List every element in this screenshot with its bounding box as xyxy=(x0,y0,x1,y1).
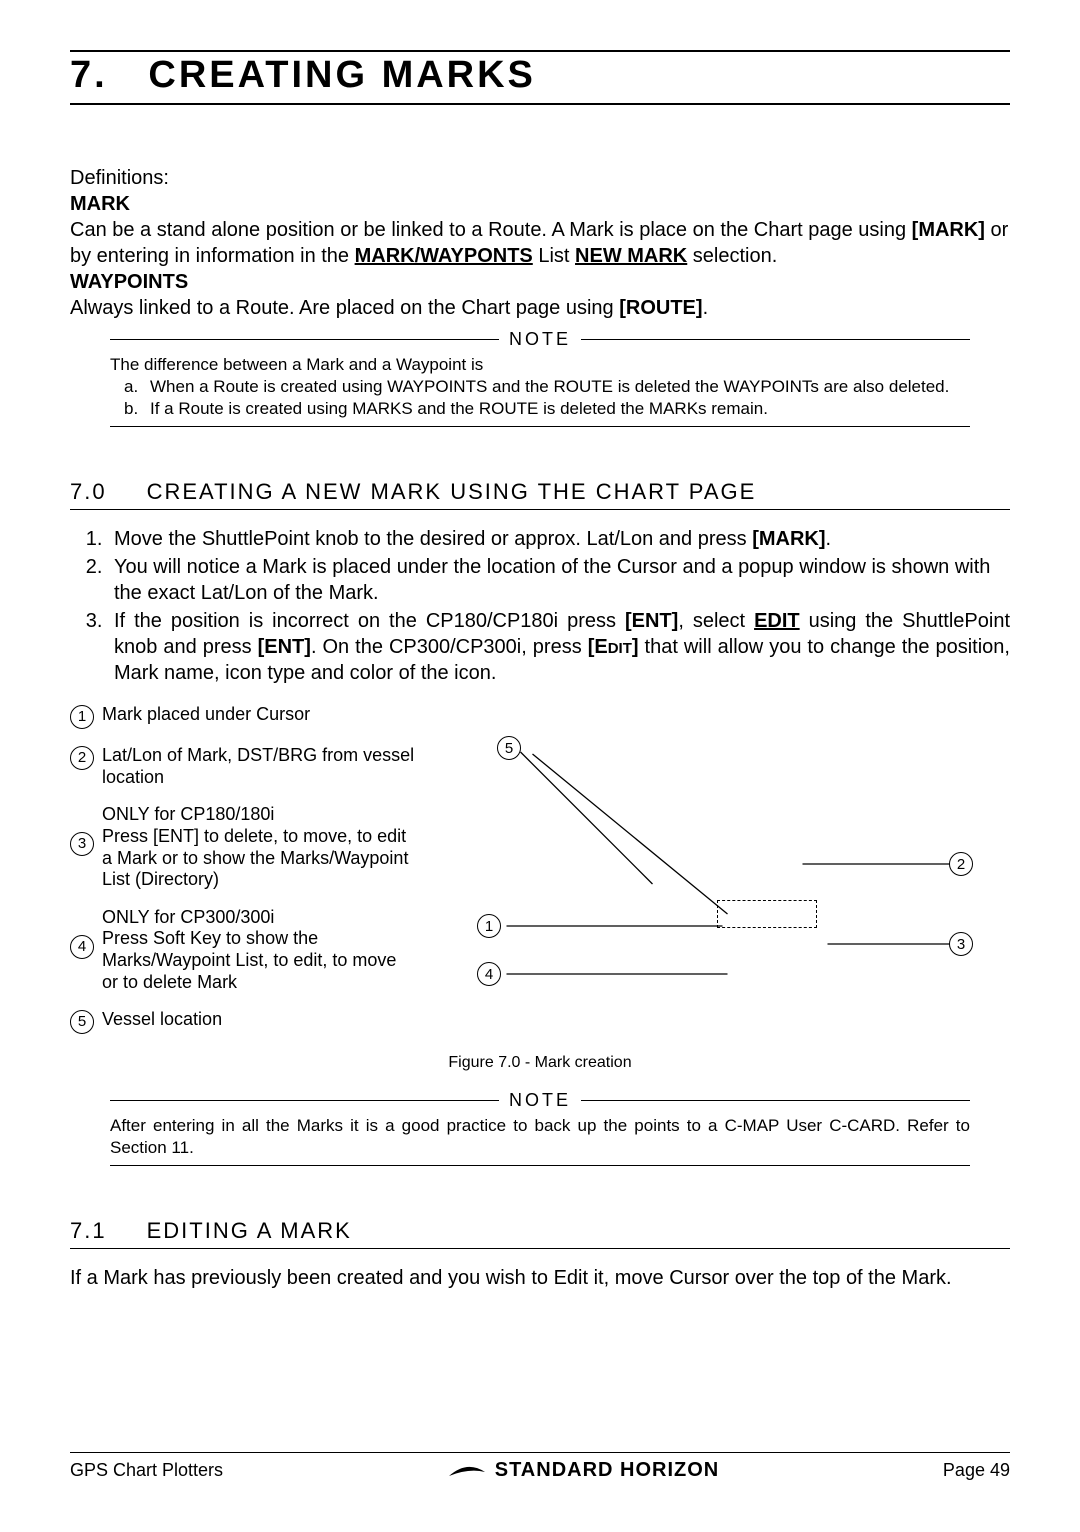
figure-caption: Figure 7.0 - Mark creation xyxy=(70,1054,1010,1072)
step-2: You will notice a Mark is placed under t… xyxy=(108,554,1010,606)
t: [ENT] xyxy=(625,610,678,632)
definitions-label: Definitions: xyxy=(70,165,1010,191)
circle-5-icon: 5 xyxy=(70,1010,94,1034)
note1-intro: The difference between a Mark and a Wayp… xyxy=(110,354,970,376)
definitions-block: Definitions: MARK Can be a stand alone p… xyxy=(70,165,1010,321)
t: , select xyxy=(678,610,754,632)
t: DIT xyxy=(608,640,632,657)
step-3: If the position is incorrect on the CP18… xyxy=(108,608,1010,686)
section-7-1-head: 7.1 EDITING A MARK xyxy=(70,1218,1010,1249)
legend: 1 Mark placed under Cursor 2 Lat/Lon of Ma… xyxy=(70,704,415,1050)
footer-left: GPS Chart Plotters xyxy=(70,1460,223,1481)
note-label: NOTE xyxy=(509,329,571,350)
sec71-text: If a Mark has previously been created an… xyxy=(70,1265,1010,1291)
diagram: 5 1 4 2 3 xyxy=(425,704,1010,1044)
t: selection. xyxy=(687,245,777,267)
circle-2-icon: 2 xyxy=(70,746,94,770)
rule xyxy=(110,1100,499,1101)
footer-right: Page 49 xyxy=(943,1460,1010,1481)
note1-b: b. If a Route is created using MARKS and … xyxy=(110,398,970,420)
legend-text: ONLY for CP300/300i Press Soft Key to sh… xyxy=(102,907,415,993)
t: ] xyxy=(632,636,639,658)
t: [E xyxy=(588,636,608,658)
t: NEW MARK xyxy=(575,245,687,267)
t: List xyxy=(533,245,575,267)
t: [EDIT] xyxy=(588,636,639,658)
footer-rule xyxy=(70,1452,1010,1453)
rule xyxy=(581,1100,970,1101)
t: Can be a stand alone position or be link… xyxy=(70,219,912,241)
t: [ROUTE] xyxy=(619,297,702,319)
li-text: If a Route is created using MARKS and th… xyxy=(150,398,768,420)
rule xyxy=(110,339,499,340)
section-title: EDITING A MARK xyxy=(147,1218,352,1244)
li-num: b. xyxy=(124,398,144,420)
mark-text: Can be a stand alone position or be link… xyxy=(70,217,1010,269)
rule xyxy=(581,339,970,340)
mark-heading: MARK xyxy=(70,191,1010,217)
note-label: NOTE xyxy=(509,1090,571,1111)
t: . xyxy=(703,297,709,319)
chapter-number: 7. xyxy=(70,54,108,96)
note1-a: a. When a Route is created using WAYPOINT… xyxy=(110,376,970,398)
legend-text: ONLY for CP180/180i Press [ENT] to delet… xyxy=(102,804,415,890)
top-rule xyxy=(70,50,1010,52)
t: [ENT] xyxy=(258,636,311,658)
figure-block: 1 Mark placed under Cursor 2 Lat/Lon of Ma… xyxy=(70,704,1010,1050)
note2-text: After entering in all the Marks it is a … xyxy=(110,1111,970,1166)
section-num: 7.0 xyxy=(70,479,107,505)
note-1: NOTE The difference between a Mark and a… xyxy=(110,329,970,427)
footer-brand: STANDARD HORIZON xyxy=(447,1459,720,1482)
t: [MARK] xyxy=(752,528,825,550)
brand-text: STANDARD HORIZON xyxy=(495,1459,720,1482)
circle-1-icon: 1 xyxy=(70,705,94,729)
legend-text: Lat/Lon of Mark, DST/BRG from vessel loc… xyxy=(102,745,415,788)
step-1: Move the ShuttlePoint knob to the desire… xyxy=(108,526,1010,552)
t: Move the ShuttlePoint knob to the desire… xyxy=(114,528,752,550)
legend-item-2: 2 Lat/Lon of Mark, DST/BRG from vessel lo… xyxy=(70,745,415,788)
t: . On the CP300/CP300i, press xyxy=(311,636,588,658)
chapter-title-text: CREATING MARKS xyxy=(148,54,536,96)
page-footer: GPS Chart Plotters STANDARD HORIZON Page… xyxy=(70,1452,1010,1482)
section-title: CREATING A NEW MARK USING THE CHART PAGE xyxy=(147,479,757,505)
legend-item-1: 1 Mark placed under Cursor xyxy=(70,704,415,729)
li-text: When a Route is created using WAYPOINTS … xyxy=(150,376,949,398)
t: EDIT xyxy=(754,610,800,632)
legend-item-4: 4 ONLY for CP300/300i Press Soft Key to s… xyxy=(70,907,415,993)
brand-swoosh-icon xyxy=(447,1463,487,1479)
t: . xyxy=(826,528,832,550)
t: Always linked to a Route. Are placed on … xyxy=(70,297,619,319)
steps-list: Move the ShuttlePoint knob to the desire… xyxy=(70,526,1010,686)
legend-text: Vessel location xyxy=(102,1009,222,1031)
section-num: 7.1 xyxy=(70,1218,107,1244)
legend-item-3: 3 ONLY for CP180/180i Press [ENT] to dele… xyxy=(70,804,415,890)
legend-text: Mark placed under Cursor xyxy=(102,704,310,726)
t: If the position is incorrect on the CP18… xyxy=(114,610,625,632)
note-2: NOTE After entering in all the Marks it … xyxy=(110,1090,970,1166)
li-num: a. xyxy=(124,376,144,398)
section-7-0-head: 7.0 CREATING A NEW MARK USING THE CHART … xyxy=(70,479,1010,510)
waypoints-text: Always linked to a Route. Are placed on … xyxy=(70,295,1010,321)
legend-item-5: 5 Vessel location xyxy=(70,1009,415,1034)
t: MARK/WAYPONTS xyxy=(355,245,533,267)
circle-4-icon: 4 xyxy=(70,935,94,959)
t: [MARK] xyxy=(912,219,985,241)
chapter-title: 7. CREATING MARKS xyxy=(70,54,1010,105)
circle-3-icon: 3 xyxy=(70,832,94,856)
waypoints-heading: WAYPOINTS xyxy=(70,269,1010,295)
